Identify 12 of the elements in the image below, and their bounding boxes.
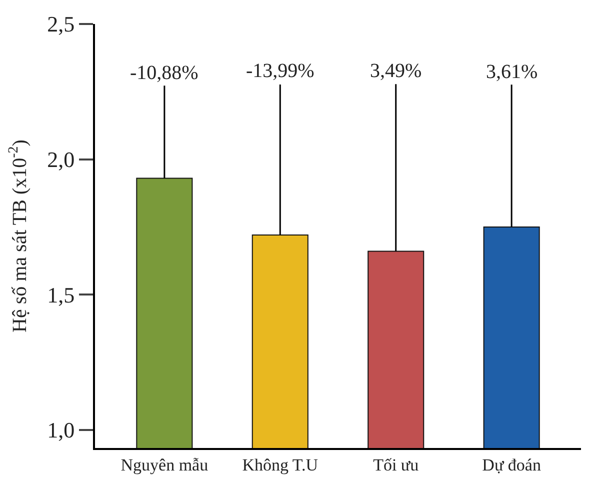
annotation: 3,49%	[370, 60, 422, 82]
y-tick-label: 2,5	[47, 12, 75, 37]
y-tick-label: 1,0	[47, 418, 75, 443]
annotation: 3,61%	[486, 61, 538, 83]
x-tick-label: Không T.U	[242, 455, 318, 474]
x-tick-label: Nguyên mẫu	[120, 455, 209, 474]
x-tick-label: Tối ưu	[373, 455, 420, 474]
annotation: -13,99%	[246, 60, 314, 82]
y-tick-label: 2,0	[47, 146, 75, 172]
annotation: -10,88%	[130, 62, 198, 84]
x-tick-label: Dự đoán	[482, 455, 542, 474]
y-tick-label: 1,5	[47, 282, 75, 308]
